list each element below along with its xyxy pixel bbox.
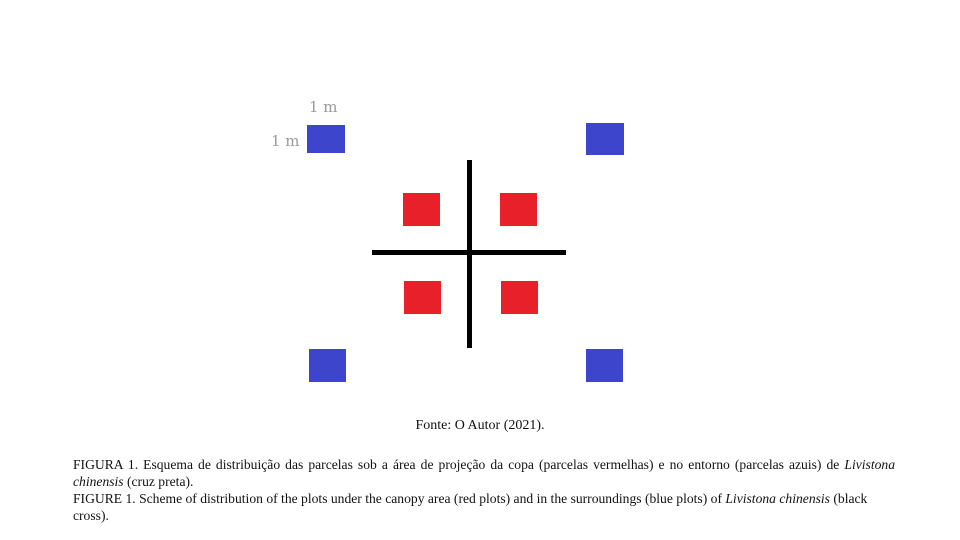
caption-en-species: Livistona chinensis [725, 491, 830, 506]
caption-en-text: FIGURE 1. Scheme of distribution of the … [73, 491, 726, 506]
canopy-plot-top-right [500, 193, 537, 226]
figure-source: Fonte: O Autor (2021). [415, 418, 545, 433]
canopy-plot-bottom-right [501, 281, 538, 314]
caption-english: FIGURE 1. Scheme of distribution of the … [73, 490, 895, 524]
caption-pt-species: Livistona chinensis [73, 457, 895, 489]
plot-scheme-figure: 1 m 1 m [271, 98, 624, 382]
caption-en-end: (black cross). [73, 491, 868, 523]
surrounding-plot-top-right [586, 123, 624, 155]
caption-pt-end: (cruz preta). [123, 474, 194, 489]
scale-label-horizontal: 1 m [309, 98, 338, 116]
caption-pt-text: FIGURA 1. Esquema de distribuição das pa… [73, 457, 845, 472]
figure-caption: FIGURA 1. Esquema de distribuição das pa… [73, 456, 895, 524]
scale-label-vertical: 1 m [271, 132, 300, 150]
canopy-plot-bottom-left [404, 281, 441, 314]
canopy-plot-top-left [403, 193, 440, 226]
surrounding-plot-top-left [307, 125, 345, 153]
surrounding-plot-bottom-left [309, 349, 346, 382]
caption-portuguese: FIGURA 1. Esquema de distribuição das pa… [73, 456, 895, 490]
palm-cross-horizontal [372, 250, 566, 255]
surrounding-plot-bottom-right [586, 349, 623, 382]
